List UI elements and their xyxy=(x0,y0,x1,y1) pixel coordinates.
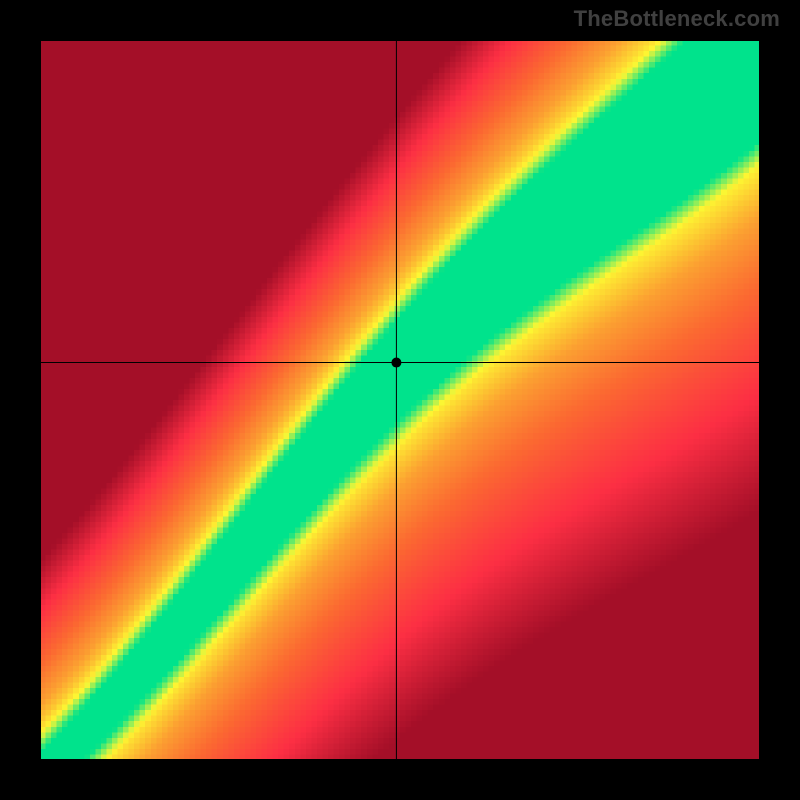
bottleneck-heatmap xyxy=(40,40,760,760)
watermark-text: TheBottleneck.com xyxy=(574,6,780,32)
chart-container: TheBottleneck.com xyxy=(0,0,800,800)
